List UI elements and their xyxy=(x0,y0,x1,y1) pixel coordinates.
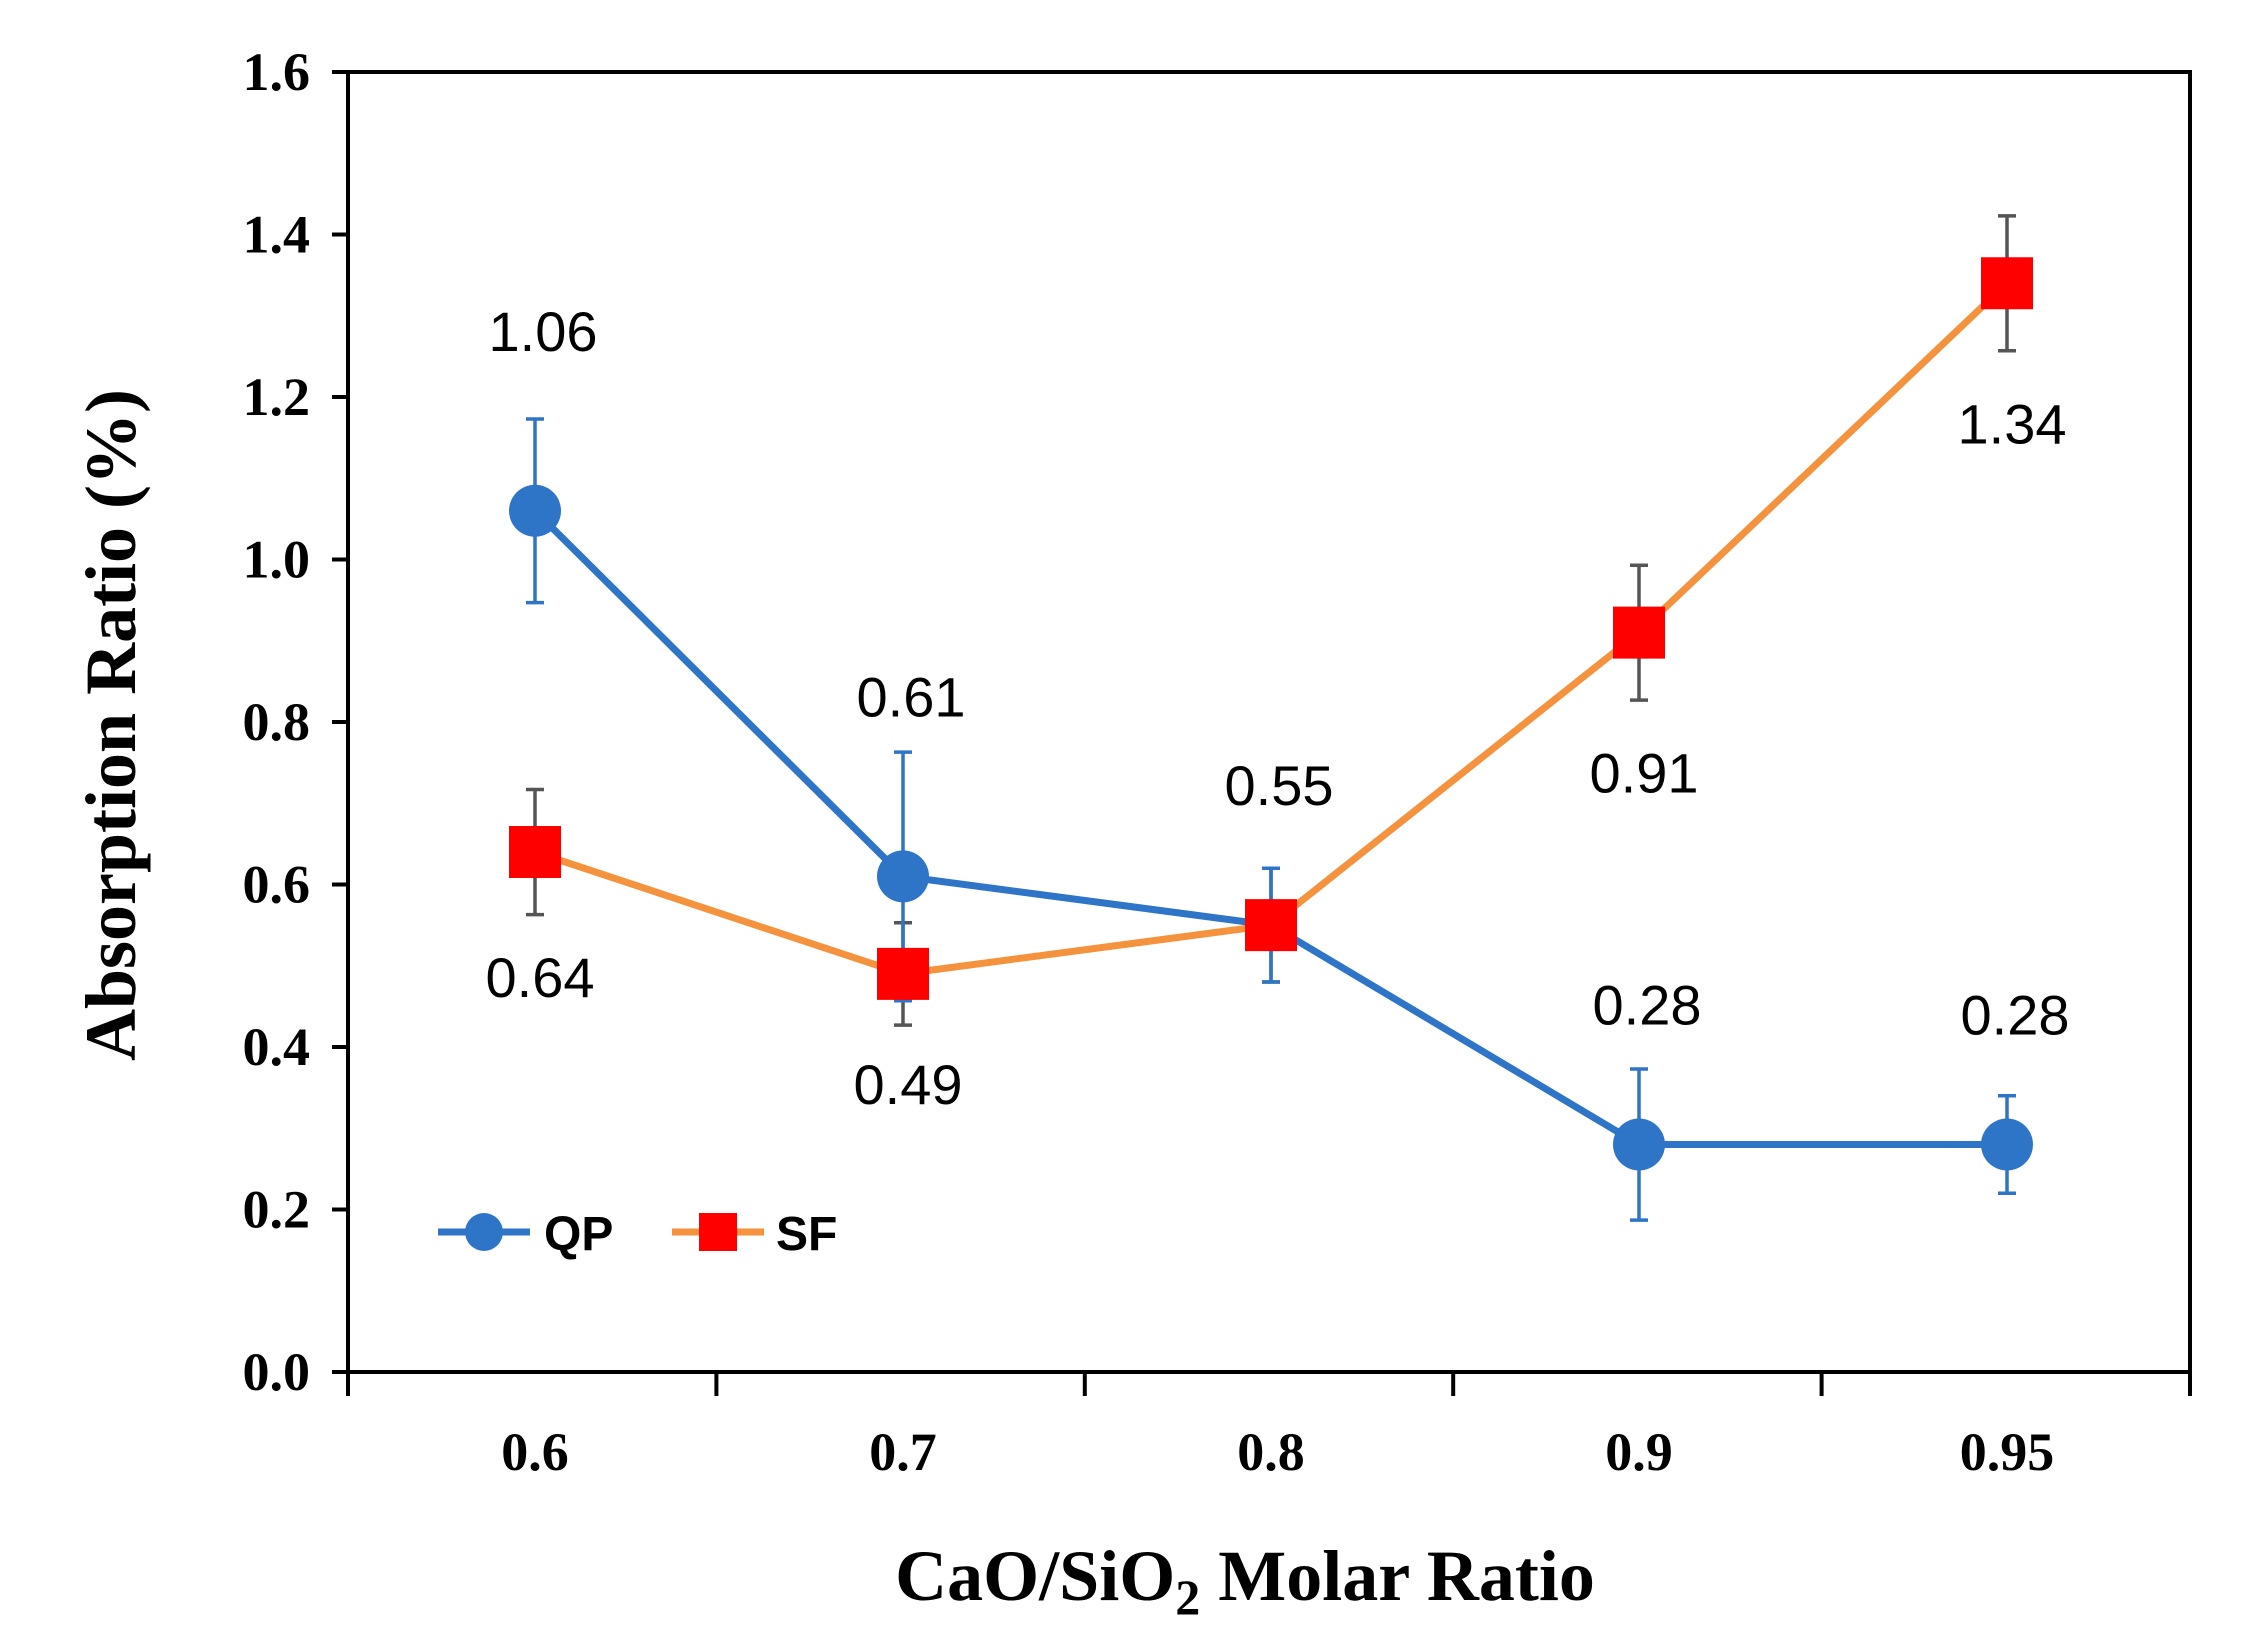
qp-point xyxy=(877,850,929,903)
x-tick-label: 0.6 xyxy=(501,1422,569,1482)
sf-data-label: 1.34 xyxy=(1958,392,2067,455)
qp-data-label: 0.28 xyxy=(1961,984,2070,1047)
qp-point xyxy=(1613,1118,1665,1171)
sf-point xyxy=(1981,257,2033,310)
x-tick-label: 0.95 xyxy=(1960,1422,2055,1482)
x-axis-title-rest: Molar Ratio xyxy=(1200,1536,1595,1616)
y-tick-label: 0.2 xyxy=(243,1180,311,1240)
legend-marker-sf xyxy=(699,1213,737,1251)
y-axis: 0.0 0.2 0.4 0.6 0.8 1.0 1.2 1.4 1.6 xyxy=(243,42,348,1402)
x-tick-label: 0.8 xyxy=(1237,1422,1305,1482)
legend-label-qp: QP xyxy=(544,1208,613,1261)
y-tick-label: 1.2 xyxy=(243,367,311,427)
qp-data-label: 0.55 xyxy=(1225,754,1334,817)
sf-point xyxy=(509,826,561,878)
plot-area xyxy=(346,70,2192,1374)
sf-point xyxy=(877,947,929,1000)
qp-point xyxy=(1981,1118,2033,1171)
y-tick-label: 0.0 xyxy=(243,1342,311,1402)
y-tick-label: 1.4 xyxy=(243,205,311,265)
sf-data-label: 0.64 xyxy=(486,946,595,1009)
y-tick-label: 1.0 xyxy=(243,530,311,590)
series-layer xyxy=(509,214,2033,1222)
x-tick-label: 0.9 xyxy=(1605,1422,1673,1482)
y-tick-label: 0.8 xyxy=(243,692,311,752)
sf-data-label: 0.91 xyxy=(1590,742,1699,805)
sf-point xyxy=(1245,899,1297,952)
qp-data-label: 0.61 xyxy=(857,665,966,728)
legend-label-sf: SF xyxy=(776,1208,837,1261)
x-axis-title: CaO/SiO2 Molar Ratio xyxy=(895,1536,1595,1625)
x-axis-title-main: CaO/SiO xyxy=(895,1536,1175,1616)
y-axis-title: Absorption Ratio (%) xyxy=(71,389,151,1061)
x-axis-title-subscript: 2 xyxy=(1175,1569,1200,1625)
data-labels: 1.06 0.61 0.55 0.28 0.28 0.64 0.49 0.91 1.34 xyxy=(486,300,2070,1116)
qp-data-label: 0.28 xyxy=(1593,974,1702,1037)
qp-point xyxy=(509,484,561,537)
x-axis: 0.6 0.7 0.8 0.9 0.95 xyxy=(346,1372,2192,1482)
sf-point xyxy=(1613,606,1665,659)
qp-data-label: 1.06 xyxy=(489,300,598,363)
legend-marker-qp xyxy=(465,1213,503,1251)
legend: QP SF xyxy=(438,1208,837,1261)
y-tick-label: 0.4 xyxy=(243,1017,311,1077)
y-tick-label: 1.6 xyxy=(243,42,311,102)
x-tick-label: 0.7 xyxy=(869,1422,937,1482)
y-tick-label: 0.6 xyxy=(243,855,311,915)
qp-line xyxy=(532,508,2007,1148)
sf-data-label: 0.49 xyxy=(854,1053,963,1116)
